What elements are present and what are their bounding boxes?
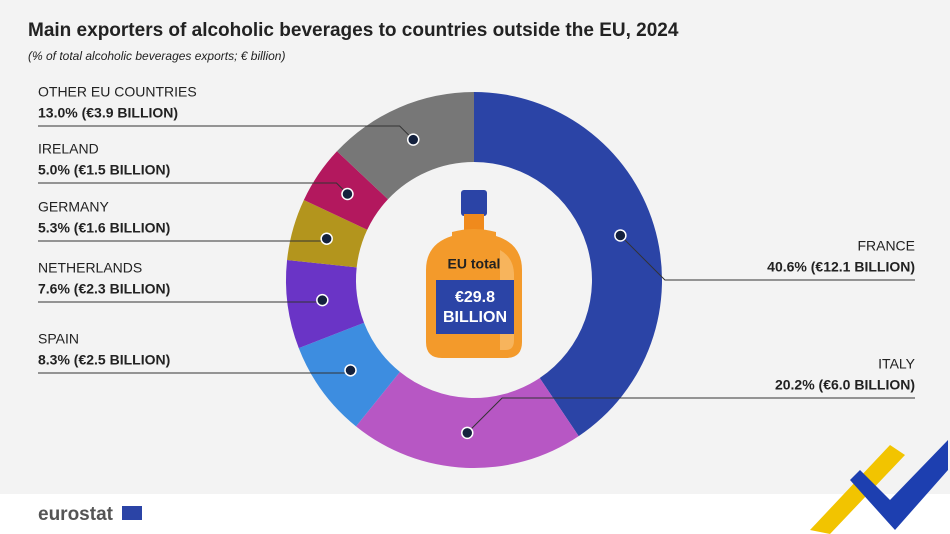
leader-dot bbox=[320, 232, 333, 245]
decor bbox=[850, 440, 948, 530]
category-label: ITALY bbox=[878, 356, 915, 372]
total-unit: BILLION bbox=[443, 309, 507, 326]
value-label: 5.3% (€1.6 BILLION) bbox=[38, 220, 170, 236]
leader-line bbox=[38, 125, 414, 140]
leader-dot bbox=[341, 187, 354, 201]
value-label: 40.6% (€12.1 BILLION) bbox=[767, 259, 915, 275]
source-logo: eurostat bbox=[38, 504, 114, 525]
bottle-icon bbox=[426, 190, 522, 358]
leader-dot bbox=[406, 133, 420, 146]
category-label: SPAIN bbox=[38, 331, 79, 347]
donut-segment bbox=[355, 371, 579, 468]
leader-dot bbox=[461, 426, 474, 440]
eu-flag bbox=[122, 506, 142, 520]
category-label: IRELAND bbox=[38, 141, 99, 157]
value-label: 5.0% (€1.5 BILLION) bbox=[38, 162, 170, 178]
leader-line bbox=[620, 235, 915, 281]
category-label: FRANCE bbox=[857, 238, 915, 254]
donut-segment bbox=[474, 92, 662, 437]
total-value: €29.8 bbox=[455, 289, 495, 306]
category-label: GERMANY bbox=[38, 199, 109, 215]
decor bbox=[810, 445, 905, 534]
leader-dot bbox=[344, 364, 357, 377]
value-label: 8.3% (€2.5 BILLION) bbox=[38, 352, 170, 368]
donut-segment bbox=[336, 92, 474, 200]
leader-dot bbox=[614, 229, 627, 242]
value-label: 13.0% (€3.9 BILLION) bbox=[38, 105, 178, 121]
chart-subtitle: (% of total alcoholic beverages exports;… bbox=[28, 49, 285, 63]
leader-line bbox=[466, 397, 915, 434]
chart-title: Main exporters of alcoholic beverages to… bbox=[28, 20, 679, 41]
category-label: OTHER EU COUNTRIES bbox=[38, 84, 197, 100]
value-label: 7.6% (€2.3 BILLION) bbox=[38, 281, 170, 297]
footer bbox=[0, 494, 950, 534]
category-label: NETHERLANDS bbox=[38, 260, 142, 276]
value-label: 20.2% (€6.0 BILLION) bbox=[775, 377, 915, 393]
leader-dot bbox=[316, 293, 329, 307]
center-label: EU total bbox=[448, 256, 501, 272]
